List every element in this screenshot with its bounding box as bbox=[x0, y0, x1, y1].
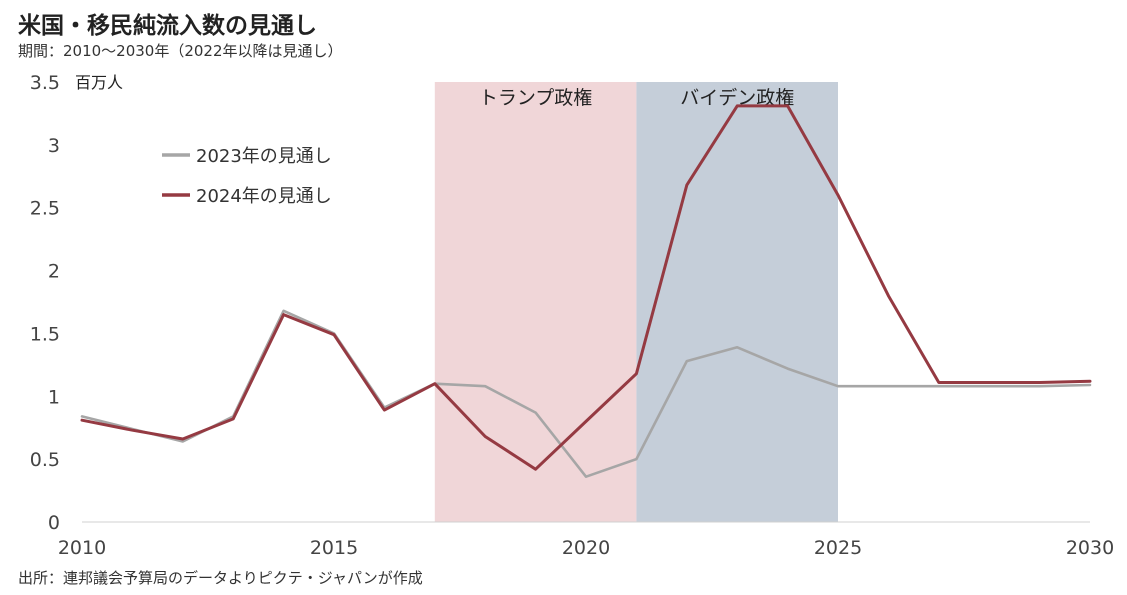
legend-label-1: 2024年の見通し bbox=[196, 186, 332, 207]
y-tick-label: 2.5 bbox=[30, 198, 60, 220]
y-tick-label: 1 bbox=[48, 386, 60, 408]
region-label-0: トランプ政権 bbox=[479, 87, 592, 109]
y-tick-label: 1.5 bbox=[30, 323, 60, 345]
x-tick-label: 2010 bbox=[58, 537, 106, 559]
legend-label-0: 2023年の見通し bbox=[196, 146, 332, 167]
chart-subtitle: 期間：2010～2030年（2022年以降は見通し） bbox=[18, 42, 343, 60]
y-tick-label: 0.5 bbox=[30, 449, 60, 471]
y-tick-label: 3.5 bbox=[30, 72, 60, 94]
series-line-1 bbox=[80, 104, 1092, 471]
x-tick-label: 2030 bbox=[1066, 537, 1114, 559]
legend: 2023年の見通し 2024年の見通し bbox=[162, 146, 332, 207]
y-axis-ticks: 0 0.5 1 1.5 2 2.5 3 3.5 bbox=[30, 72, 60, 534]
shaded-region-1 bbox=[636, 82, 838, 522]
x-tick-label: 2020 bbox=[562, 537, 610, 559]
y-axis-unit-label: 百万人 bbox=[75, 73, 123, 92]
x-tick-label: 2015 bbox=[310, 537, 358, 559]
source-note: 出所：連邦議会予算局のデータよりピクテ・ジャパンが作成 bbox=[18, 569, 423, 587]
region-label-1: バイデン政権 bbox=[680, 87, 794, 109]
y-tick-label: 3 bbox=[48, 135, 60, 157]
x-axis-ticks: 2010 2015 2020 2025 2030 bbox=[58, 537, 1114, 559]
x-tick-label: 2025 bbox=[814, 537, 862, 559]
shaded-regions bbox=[434, 82, 838, 522]
chart-title: 米国・移民純流入数の見通し bbox=[18, 13, 317, 39]
series-lines bbox=[80, 104, 1092, 479]
y-tick-label: 0 bbox=[48, 512, 60, 534]
shaded-region-0 bbox=[434, 82, 637, 522]
y-tick-label: 2 bbox=[48, 261, 60, 283]
region-labels: トランプ政権 バイデン政権 bbox=[479, 87, 794, 109]
